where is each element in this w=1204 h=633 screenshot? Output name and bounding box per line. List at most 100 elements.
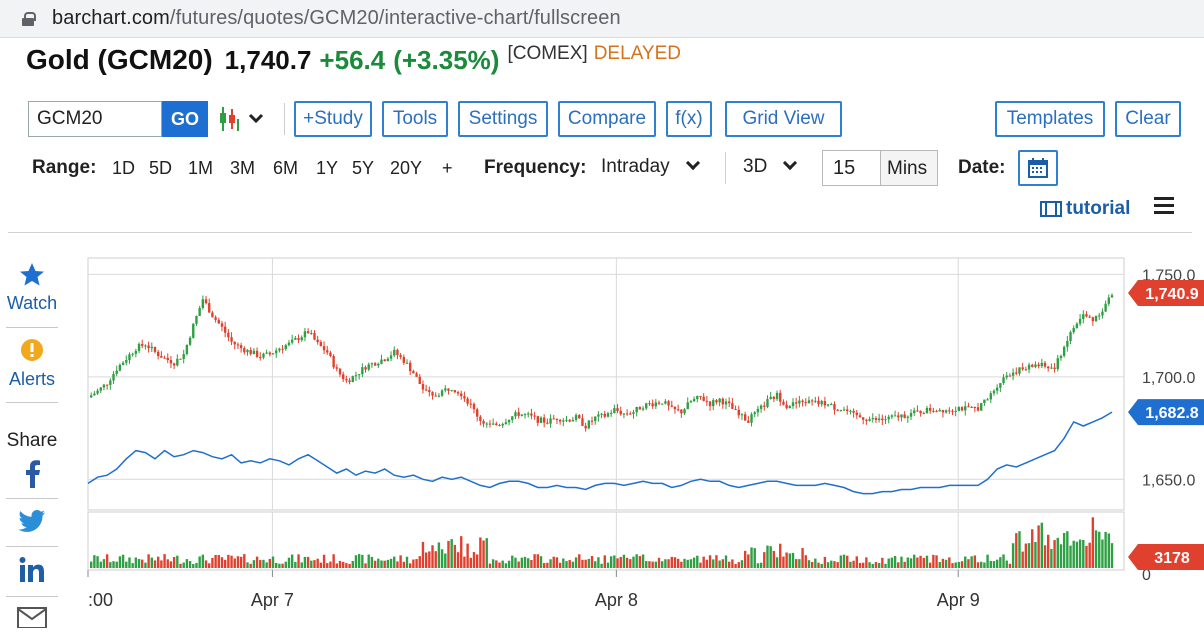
candle-body [932, 410, 935, 412]
chart-area[interactable]: 1,750.0 1,700.0 1,650.0 0 :00 Apr 7 Apr 8 Apr … [80, 250, 1204, 628]
candle-body [345, 379, 348, 381]
facebook-share-button[interactable] [0, 458, 64, 493]
calendar-button[interactable] [1018, 150, 1058, 186]
range-5d[interactable]: 5D [149, 158, 173, 178]
volume-bar [1008, 563, 1012, 568]
url-text[interactable]: barchart.com/futures/quotes/GCM20/intera… [52, 7, 621, 30]
film-icon [1040, 201, 1062, 217]
tutorial-link[interactable]: tutorial [1040, 198, 1130, 220]
candle-body [680, 409, 683, 414]
candle-body [766, 399, 769, 407]
candle-body [450, 390, 453, 392]
range-3m[interactable]: 3M [230, 158, 256, 178]
sidebar-divider [6, 402, 58, 403]
volume-bar [290, 554, 294, 568]
volume-bar [558, 562, 562, 568]
url-path: /futures/quotes/GCM20/interactive-chart/… [169, 7, 621, 29]
grid-lines [88, 258, 1124, 570]
candle-body [897, 415, 900, 418]
interval-input[interactable]: 15 Mins [822, 150, 938, 186]
volume-bar [115, 561, 118, 568]
candle-body [504, 422, 508, 424]
twitter-icon [18, 510, 45, 532]
settings-button[interactable]: Settings [458, 101, 548, 137]
volume-bar [255, 556, 259, 568]
watch-button[interactable]: Watch [0, 262, 64, 314]
candle-body [727, 401, 731, 404]
study-button[interactable]: +Study [294, 101, 372, 137]
volume-bar [897, 562, 900, 568]
frequency-value: Intraday [601, 156, 670, 177]
candle-body [204, 299, 208, 304]
volume-bar [185, 559, 189, 568]
range-custom[interactable]: + [442, 158, 453, 178]
volume-bar [1062, 532, 1066, 568]
menu-icon[interactable] [1154, 197, 1174, 215]
volume-bar [1075, 541, 1079, 568]
volume-bar [268, 558, 272, 568]
candle-body [415, 373, 418, 377]
symbol-input[interactable] [28, 101, 162, 137]
y-tick-label: 1,700.0 [1142, 370, 1195, 387]
range-1d[interactable]: 1D [112, 158, 136, 178]
candle-body [523, 414, 527, 416]
volume-bar [437, 542, 441, 568]
candle-body [919, 410, 922, 414]
candle-body [208, 303, 211, 313]
volume-bar [367, 554, 370, 568]
grid-view-button[interactable]: Grid View [725, 101, 842, 137]
volume-bar [635, 554, 638, 568]
compare-button[interactable]: Compare [558, 101, 656, 137]
volume-bar [227, 554, 230, 568]
interval-value[interactable]: 15 [823, 151, 881, 185]
candle-body [1110, 295, 1114, 298]
candle-body [1015, 372, 1018, 374]
candle-body [804, 402, 807, 404]
volume-bar [836, 562, 839, 568]
volume-bar [428, 551, 431, 568]
range-5y[interactable]: 5Y [352, 158, 375, 178]
price-chart[interactable]: 1,750.01,700.01,650.00 :00 Apr 7 Apr 8 Apr … [80, 250, 1204, 628]
volume-bar [156, 556, 160, 568]
volume-bar [96, 556, 99, 568]
volume-bar [935, 555, 938, 568]
volume-bar [472, 552, 476, 568]
tools-button[interactable]: Tools [382, 101, 448, 137]
volume-bar [1037, 525, 1040, 568]
alerts-button[interactable]: Alerts [0, 338, 64, 390]
clear-button[interactable]: Clear [1115, 101, 1181, 137]
frequency-select[interactable]: Intraday [601, 155, 700, 178]
range-1m[interactable]: 1M [188, 158, 214, 178]
volume-bar [967, 559, 970, 568]
candle-body [881, 418, 884, 421]
candle-body [692, 399, 696, 402]
templates-button[interactable]: Templates [995, 101, 1105, 137]
address-bar[interactable]: barchart.com/futures/quotes/GCM20/intera… [0, 0, 1204, 38]
go-button[interactable]: GO [162, 101, 208, 137]
candle-body [408, 362, 412, 372]
candle-body [571, 419, 575, 422]
volume-bar [109, 562, 112, 568]
candle-body [137, 343, 141, 351]
chart-type-selector[interactable] [218, 105, 270, 133]
volume-bar [906, 557, 910, 568]
fx-button[interactable]: f(x) [666, 101, 712, 137]
candle-body [826, 404, 830, 406]
candle-body [278, 348, 281, 351]
linkedin-share-button[interactable] [0, 556, 64, 589]
candle-body [632, 412, 635, 414]
twitter-share-button[interactable] [0, 508, 64, 539]
email-share-button[interactable] [0, 606, 64, 633]
volume-bar [734, 563, 737, 568]
candle-body [393, 349, 396, 356]
candle-body [447, 388, 450, 391]
range-20y[interactable]: 20Y [390, 158, 423, 178]
candle-body [479, 416, 482, 421]
chevron-down-icon [685, 155, 700, 171]
candle-body [485, 423, 488, 425]
range-6m[interactable]: 6M [273, 158, 299, 178]
volume-bar [223, 559, 227, 568]
period-select[interactable]: 3D [743, 155, 798, 178]
candle-body [1024, 369, 1028, 371]
range-1y[interactable]: 1Y [316, 158, 339, 178]
